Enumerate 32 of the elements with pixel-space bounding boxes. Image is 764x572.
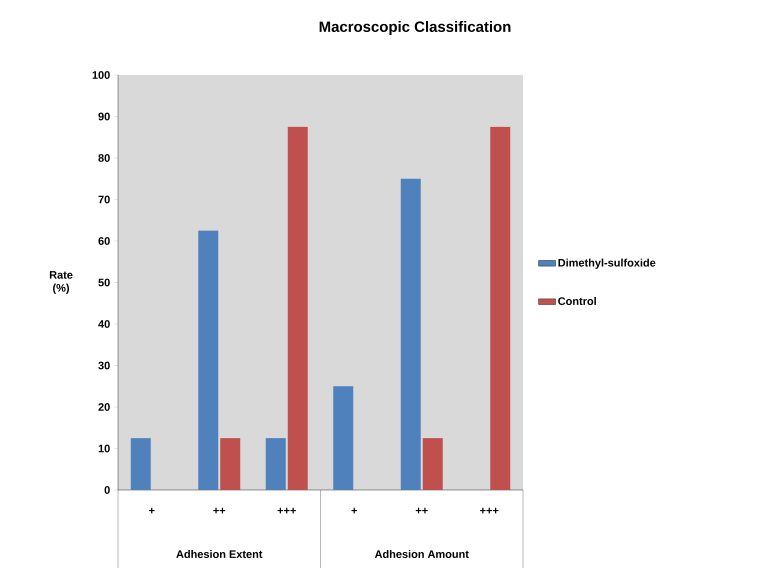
y-tick-label: 60: [98, 237, 110, 245]
bar: [220, 438, 240, 490]
y-axis-title: Rate (%): [50, 271, 73, 294]
text: Adhesion Extent: [176, 550, 262, 558]
y-tick-label: 90: [98, 112, 110, 120]
legend-label: Dimethyl-sulfoxide: [558, 258, 656, 269]
y-tick-label: 80: [98, 154, 110, 162]
bar: [130, 438, 151, 490]
y-tick-label: 20: [98, 403, 110, 411]
bar: [333, 386, 354, 490]
bar: [400, 178, 421, 490]
y-tick-label: 10: [98, 444, 110, 452]
x-tick-label: +: [352, 508, 357, 514]
chart-title: Macroscopic Classification: [320, 21, 510, 35]
y-tick-label: 0: [104, 486, 110, 494]
y-tick-label: 50: [98, 278, 110, 286]
x-tick-label: ++: [213, 508, 226, 514]
x-tick-label: +++: [278, 508, 296, 514]
x-tick-label: +++: [480, 508, 498, 514]
x-tick-label: ++: [416, 508, 428, 514]
bar: [288, 126, 308, 490]
x-tick-label: +: [149, 508, 155, 514]
bar: [198, 230, 218, 490]
bar: [422, 438, 443, 490]
bar: [490, 126, 510, 490]
y-tick-label: 100: [92, 71, 110, 79]
text: Adhesion Amount: [374, 550, 469, 558]
y-tick-label: 30: [98, 362, 110, 370]
y-tick-label: 70: [98, 196, 110, 204]
bar: [266, 438, 286, 490]
y-tick-label: 40: [98, 320, 110, 328]
legend-label: Control: [558, 296, 596, 306]
